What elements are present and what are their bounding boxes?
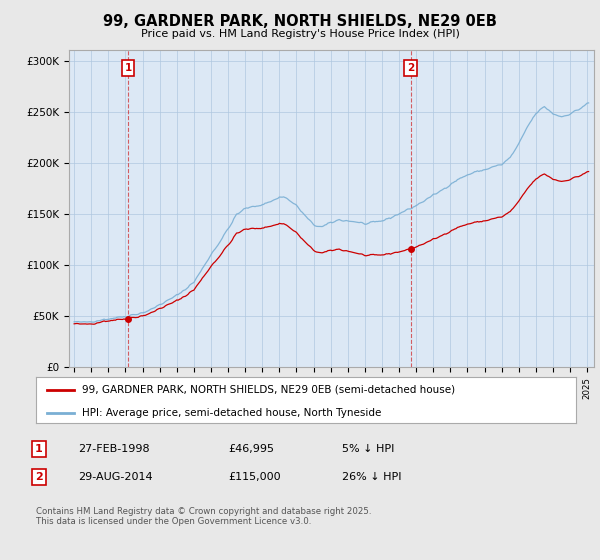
Text: HPI: Average price, semi-detached house, North Tyneside: HPI: Average price, semi-detached house,… [82, 408, 381, 418]
Text: 29-AUG-2014: 29-AUG-2014 [78, 472, 152, 482]
Text: 5% ↓ HPI: 5% ↓ HPI [342, 444, 394, 454]
Text: £46,995: £46,995 [228, 444, 274, 454]
Text: 2: 2 [407, 63, 414, 73]
Text: Contains HM Land Registry data © Crown copyright and database right 2025.
This d: Contains HM Land Registry data © Crown c… [36, 507, 371, 526]
Text: 1: 1 [35, 444, 43, 454]
Text: 99, GARDNER PARK, NORTH SHIELDS, NE29 0EB (semi-detached house): 99, GARDNER PARK, NORTH SHIELDS, NE29 0E… [82, 385, 455, 395]
Text: Price paid vs. HM Land Registry's House Price Index (HPI): Price paid vs. HM Land Registry's House … [140, 29, 460, 39]
Text: 99, GARDNER PARK, NORTH SHIELDS, NE29 0EB: 99, GARDNER PARK, NORTH SHIELDS, NE29 0E… [103, 14, 497, 29]
Text: 27-FEB-1998: 27-FEB-1998 [78, 444, 149, 454]
Text: 2: 2 [35, 472, 43, 482]
Text: 26% ↓ HPI: 26% ↓ HPI [342, 472, 401, 482]
Text: £115,000: £115,000 [228, 472, 281, 482]
Text: 1: 1 [124, 63, 131, 73]
